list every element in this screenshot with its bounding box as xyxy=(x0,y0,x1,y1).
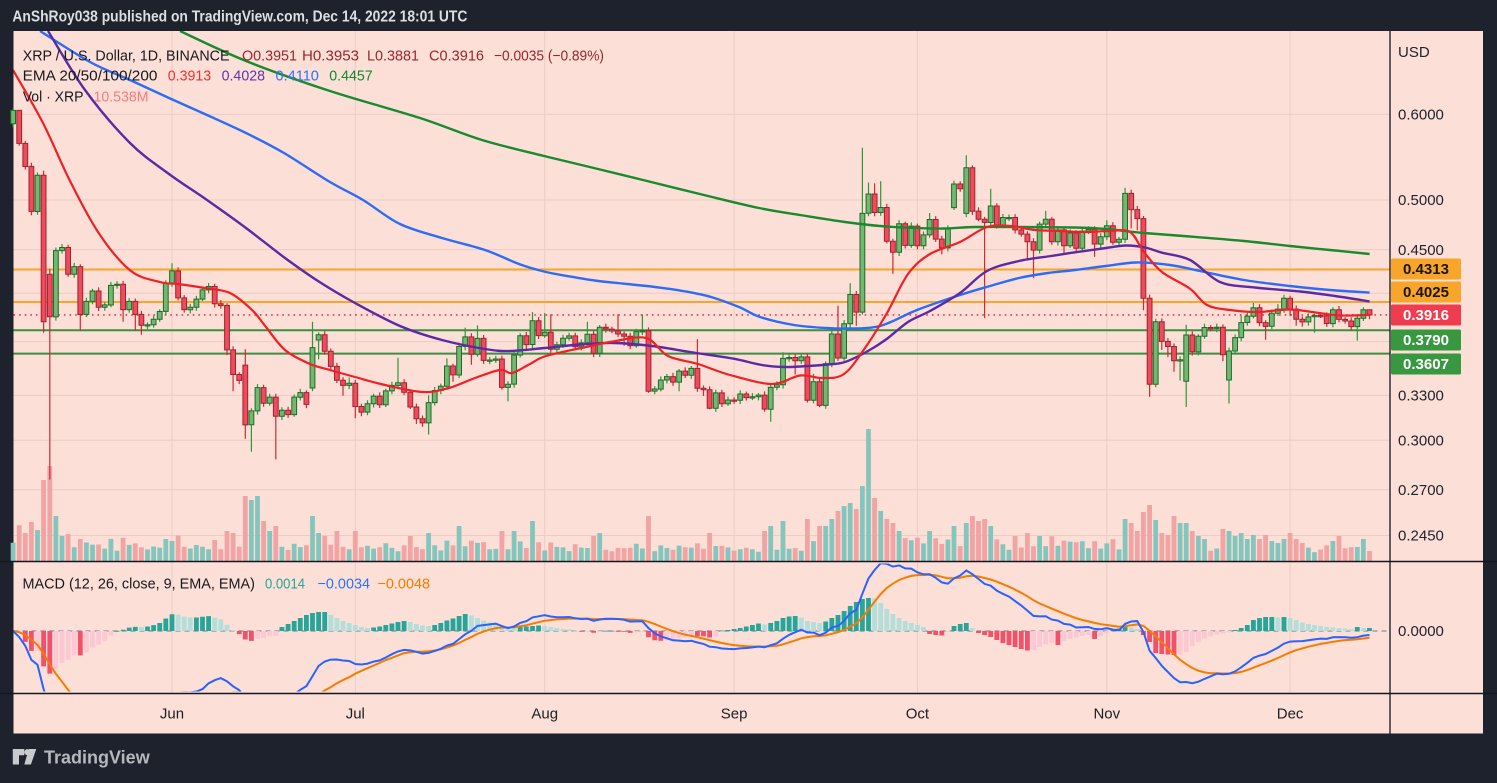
svg-text:0.4313: 0.4313 xyxy=(1403,261,1449,278)
svg-text:Jun: Jun xyxy=(160,706,184,723)
svg-text:0.3000: 0.3000 xyxy=(1398,432,1444,449)
svg-text:TradingView: TradingView xyxy=(44,748,151,768)
svg-text:0.4500: 0.4500 xyxy=(1398,242,1444,259)
svg-text:MACD (12, 26, close, 9, EMA, E: MACD (12, 26, close, 9, EMA, EMA) xyxy=(23,575,256,592)
svg-text:0.5000: 0.5000 xyxy=(1398,192,1444,209)
svg-text:0.2700: 0.2700 xyxy=(1398,482,1444,499)
svg-text:Jul: Jul xyxy=(346,706,365,723)
svg-text:−0.0048: −0.0048 xyxy=(378,575,431,592)
svg-text:Dec: Dec xyxy=(1277,706,1304,723)
svg-text:H0.3953: H0.3953 xyxy=(302,47,359,64)
svg-text:0.4025: 0.4025 xyxy=(1403,284,1449,301)
svg-text:XRP / U.S. Dollar, 1D, BINANCE: XRP / U.S. Dollar, 1D, BINANCE xyxy=(23,47,230,64)
svg-text:L0.3881: L0.3881 xyxy=(367,47,419,64)
svg-text:0.3790: 0.3790 xyxy=(1403,332,1449,349)
svg-text:0.3916: 0.3916 xyxy=(1403,307,1449,324)
svg-text:Vol · XRP: Vol · XRP xyxy=(23,88,84,105)
svg-text:0.3607: 0.3607 xyxy=(1403,356,1449,373)
svg-text:0.0000: 0.0000 xyxy=(1398,623,1444,640)
svg-text:0.3300: 0.3300 xyxy=(1398,388,1444,405)
svg-text:Nov: Nov xyxy=(1093,706,1120,723)
svg-text:Sep: Sep xyxy=(721,706,748,723)
svg-text:Aug: Aug xyxy=(531,706,558,723)
svg-text:0.3913: 0.3913 xyxy=(168,67,211,84)
svg-text:−0.0034: −0.0034 xyxy=(318,575,371,592)
svg-text:0.4110: 0.4110 xyxy=(276,67,319,84)
svg-text:10.538M: 10.538M xyxy=(94,88,149,105)
svg-text:0.2450: 0.2450 xyxy=(1398,528,1444,545)
svg-text:0.6000: 0.6000 xyxy=(1398,107,1444,124)
svg-text:0.0014: 0.0014 xyxy=(265,575,305,592)
svg-text:−0.0035 (−0.89%): −0.0035 (−0.89%) xyxy=(494,47,604,64)
svg-text:USD: USD xyxy=(1398,44,1430,61)
svg-text:0.4028: 0.4028 xyxy=(222,67,265,84)
svg-text:Oct: Oct xyxy=(906,706,930,723)
svg-text:AnShRoy038 published on Tradin: AnShRoy038 published on TradingView.com,… xyxy=(12,9,467,26)
svg-text:O0.3951: O0.3951 xyxy=(242,47,297,64)
svg-text:C0.3916: C0.3916 xyxy=(429,47,484,64)
svg-text:EMA 20/50/100/200: EMA 20/50/100/200 xyxy=(23,67,158,84)
svg-text:0.4457: 0.4457 xyxy=(329,67,372,84)
